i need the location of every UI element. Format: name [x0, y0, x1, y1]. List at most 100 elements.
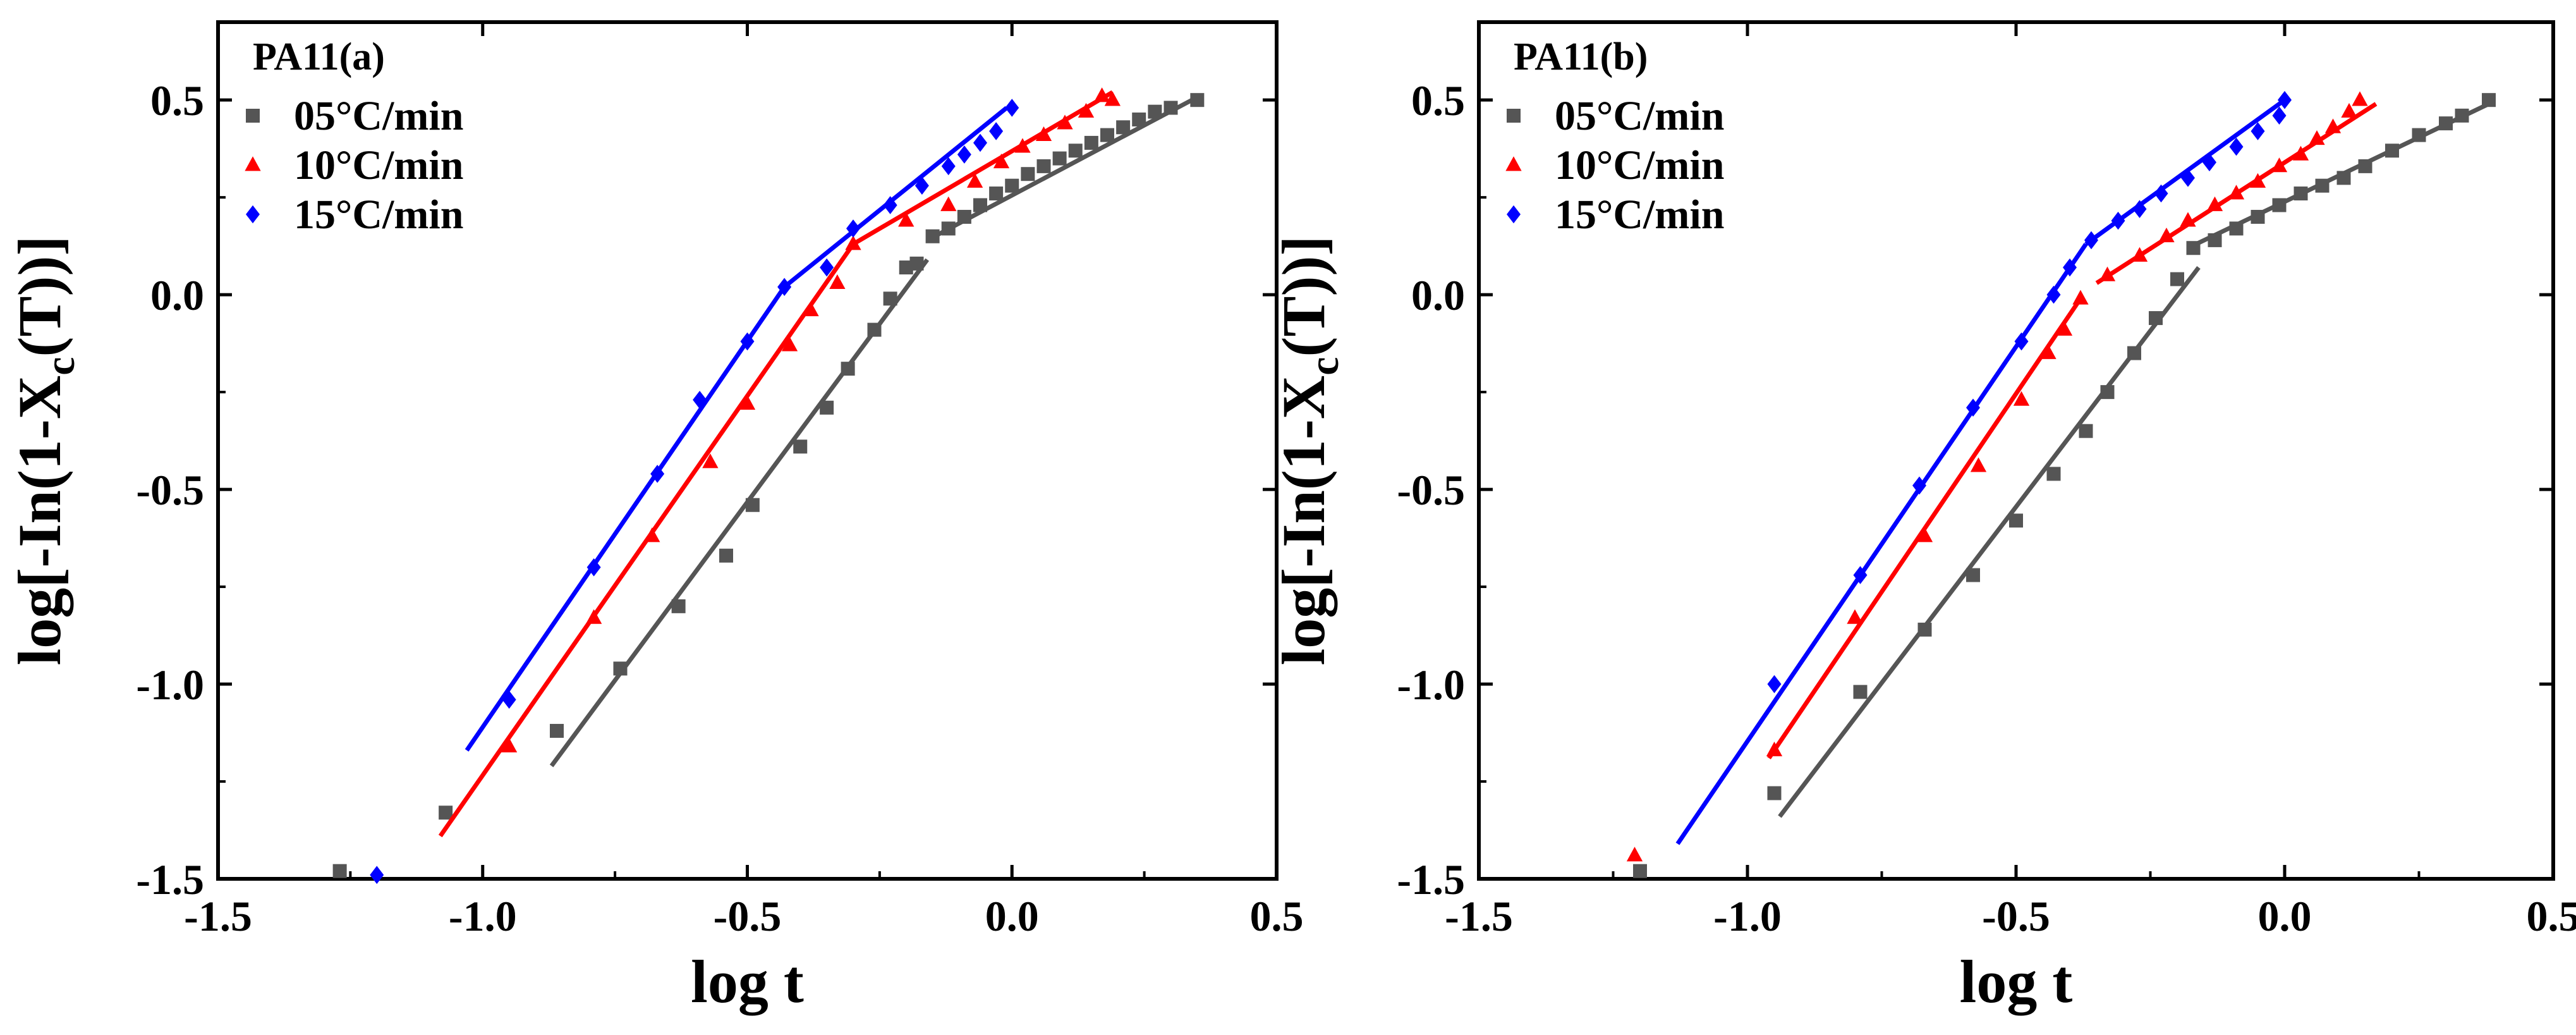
- data-point: [2100, 385, 2115, 400]
- x-tick-label: -0.5: [714, 892, 782, 940]
- data-point: [2482, 93, 2496, 107]
- fit-line: [782, 106, 1009, 289]
- data-point: [1100, 128, 1114, 142]
- data-point: [2341, 102, 2357, 118]
- data-point: [2278, 90, 2292, 109]
- data-point: [2251, 209, 2265, 224]
- y-tick-label: -1.0: [1397, 661, 1465, 709]
- data-point: [644, 527, 660, 542]
- data-point: [2013, 391, 2030, 406]
- x-tick-label: -1.0: [1713, 892, 1782, 940]
- legend-label: 05°C/min: [1555, 93, 1724, 139]
- data-point: [502, 690, 516, 709]
- fit-line: [852, 90, 1114, 247]
- data-point: [501, 737, 518, 752]
- data-point: [940, 196, 957, 211]
- data-point: [2132, 200, 2147, 218]
- data-point: [2040, 344, 2057, 359]
- data-point: [803, 302, 819, 317]
- data-point: [2228, 185, 2245, 200]
- data-point: [2352, 91, 2368, 106]
- legend-marker: [1507, 109, 1521, 123]
- data-point: [898, 212, 914, 227]
- data-point: [2229, 137, 2244, 156]
- data-point: [702, 453, 719, 469]
- data-point: [1912, 476, 1926, 495]
- data-point: [2014, 332, 2029, 351]
- panel-b: -1.5 -1.0 -0.5 0.0 0.5 -1.5 -1.0 -0.5 0.0 0.5 log …: [1270, 20, 2576, 1015]
- data-point: [793, 439, 808, 454]
- data-point: [2181, 169, 2195, 187]
- data-point: [2009, 513, 2023, 528]
- data-point: [2149, 311, 2163, 326]
- data-point: [1767, 786, 1782, 800]
- data-point: [2272, 198, 2287, 212]
- data-point: [781, 336, 798, 352]
- data-point: [841, 362, 855, 376]
- data-point: [1057, 114, 1073, 130]
- data-point: [846, 219, 860, 238]
- legend-marker: [1507, 205, 1521, 224]
- data-point: [2249, 173, 2266, 188]
- data-point: [2063, 258, 2077, 277]
- y-tick-label: -1.5: [136, 855, 204, 903]
- data-point: [820, 258, 834, 277]
- data-point: [693, 391, 707, 409]
- data-point: [914, 176, 929, 195]
- fit-line: [549, 258, 930, 768]
- data-point: [745, 498, 760, 512]
- data-point: [2324, 118, 2342, 133]
- x-tick-label: 0.0: [985, 892, 1039, 940]
- panel-a: -1.5 -1.0 -0.5 0.0 0.5 -1.5 -1.0 -0.5 0.0 0.5 log …: [6, 20, 1304, 1015]
- series-10°C/min: [438, 87, 1121, 838]
- data-point: [2056, 321, 2073, 336]
- data-point: [883, 291, 897, 306]
- data-point: [1163, 101, 1178, 115]
- data-point: [2293, 187, 2308, 200]
- data-point: [993, 153, 1010, 169]
- data-point: [899, 260, 913, 275]
- data-point: [1132, 112, 1146, 126]
- y-tick-label: 0.5: [1411, 77, 1465, 125]
- data-point: [925, 229, 940, 243]
- data-point: [1035, 126, 1052, 141]
- x-tick-label: -1.5: [184, 892, 252, 940]
- data-point: [2072, 290, 2089, 305]
- y-axis-title: log[-In(1-Xc(T))]: [1270, 236, 1347, 666]
- legend-label: 10°C/min: [1555, 142, 1724, 188]
- data-point: [1917, 622, 1932, 637]
- y-tick-label: -0.5: [1397, 466, 1465, 514]
- data-point: [1068, 144, 1083, 158]
- data-point: [1853, 566, 1868, 584]
- data-point: [1916, 527, 1933, 542]
- x-tick-label: -1.5: [1445, 892, 1513, 940]
- x-axis-title: log t: [1960, 948, 2073, 1015]
- legend-label: 05°C/min: [294, 93, 463, 139]
- data-point: [1084, 135, 1098, 150]
- data-point: [2127, 346, 2141, 360]
- data-point: [845, 235, 861, 250]
- data-point: [2412, 128, 2426, 142]
- data-point: [2251, 122, 2265, 140]
- data-point: [1005, 99, 1019, 117]
- data-point: [957, 209, 971, 224]
- data-point: [2455, 108, 2469, 123]
- data-point: [2208, 233, 2222, 247]
- data-point: [2272, 106, 2287, 125]
- y-tick-label: 0.0: [1411, 271, 1465, 319]
- x-axis-title: log t: [691, 948, 804, 1015]
- legend-label: 15°C/min: [294, 192, 463, 238]
- panel-title: PA11(a): [253, 35, 385, 78]
- data-point: [2229, 221, 2244, 236]
- data-point: [1021, 167, 1035, 181]
- y-tick-label: -0.5: [136, 466, 204, 514]
- data-point: [2046, 285, 2061, 304]
- data-point: [2170, 272, 2184, 286]
- data-point: [1767, 675, 1782, 694]
- data-point: [1966, 568, 1980, 582]
- data-point: [2315, 178, 2330, 193]
- x-tick-label: -1.0: [449, 892, 517, 940]
- data-point: [883, 196, 897, 214]
- x-tick-label: 0.5: [2527, 892, 2576, 940]
- data-point: [1104, 91, 1121, 106]
